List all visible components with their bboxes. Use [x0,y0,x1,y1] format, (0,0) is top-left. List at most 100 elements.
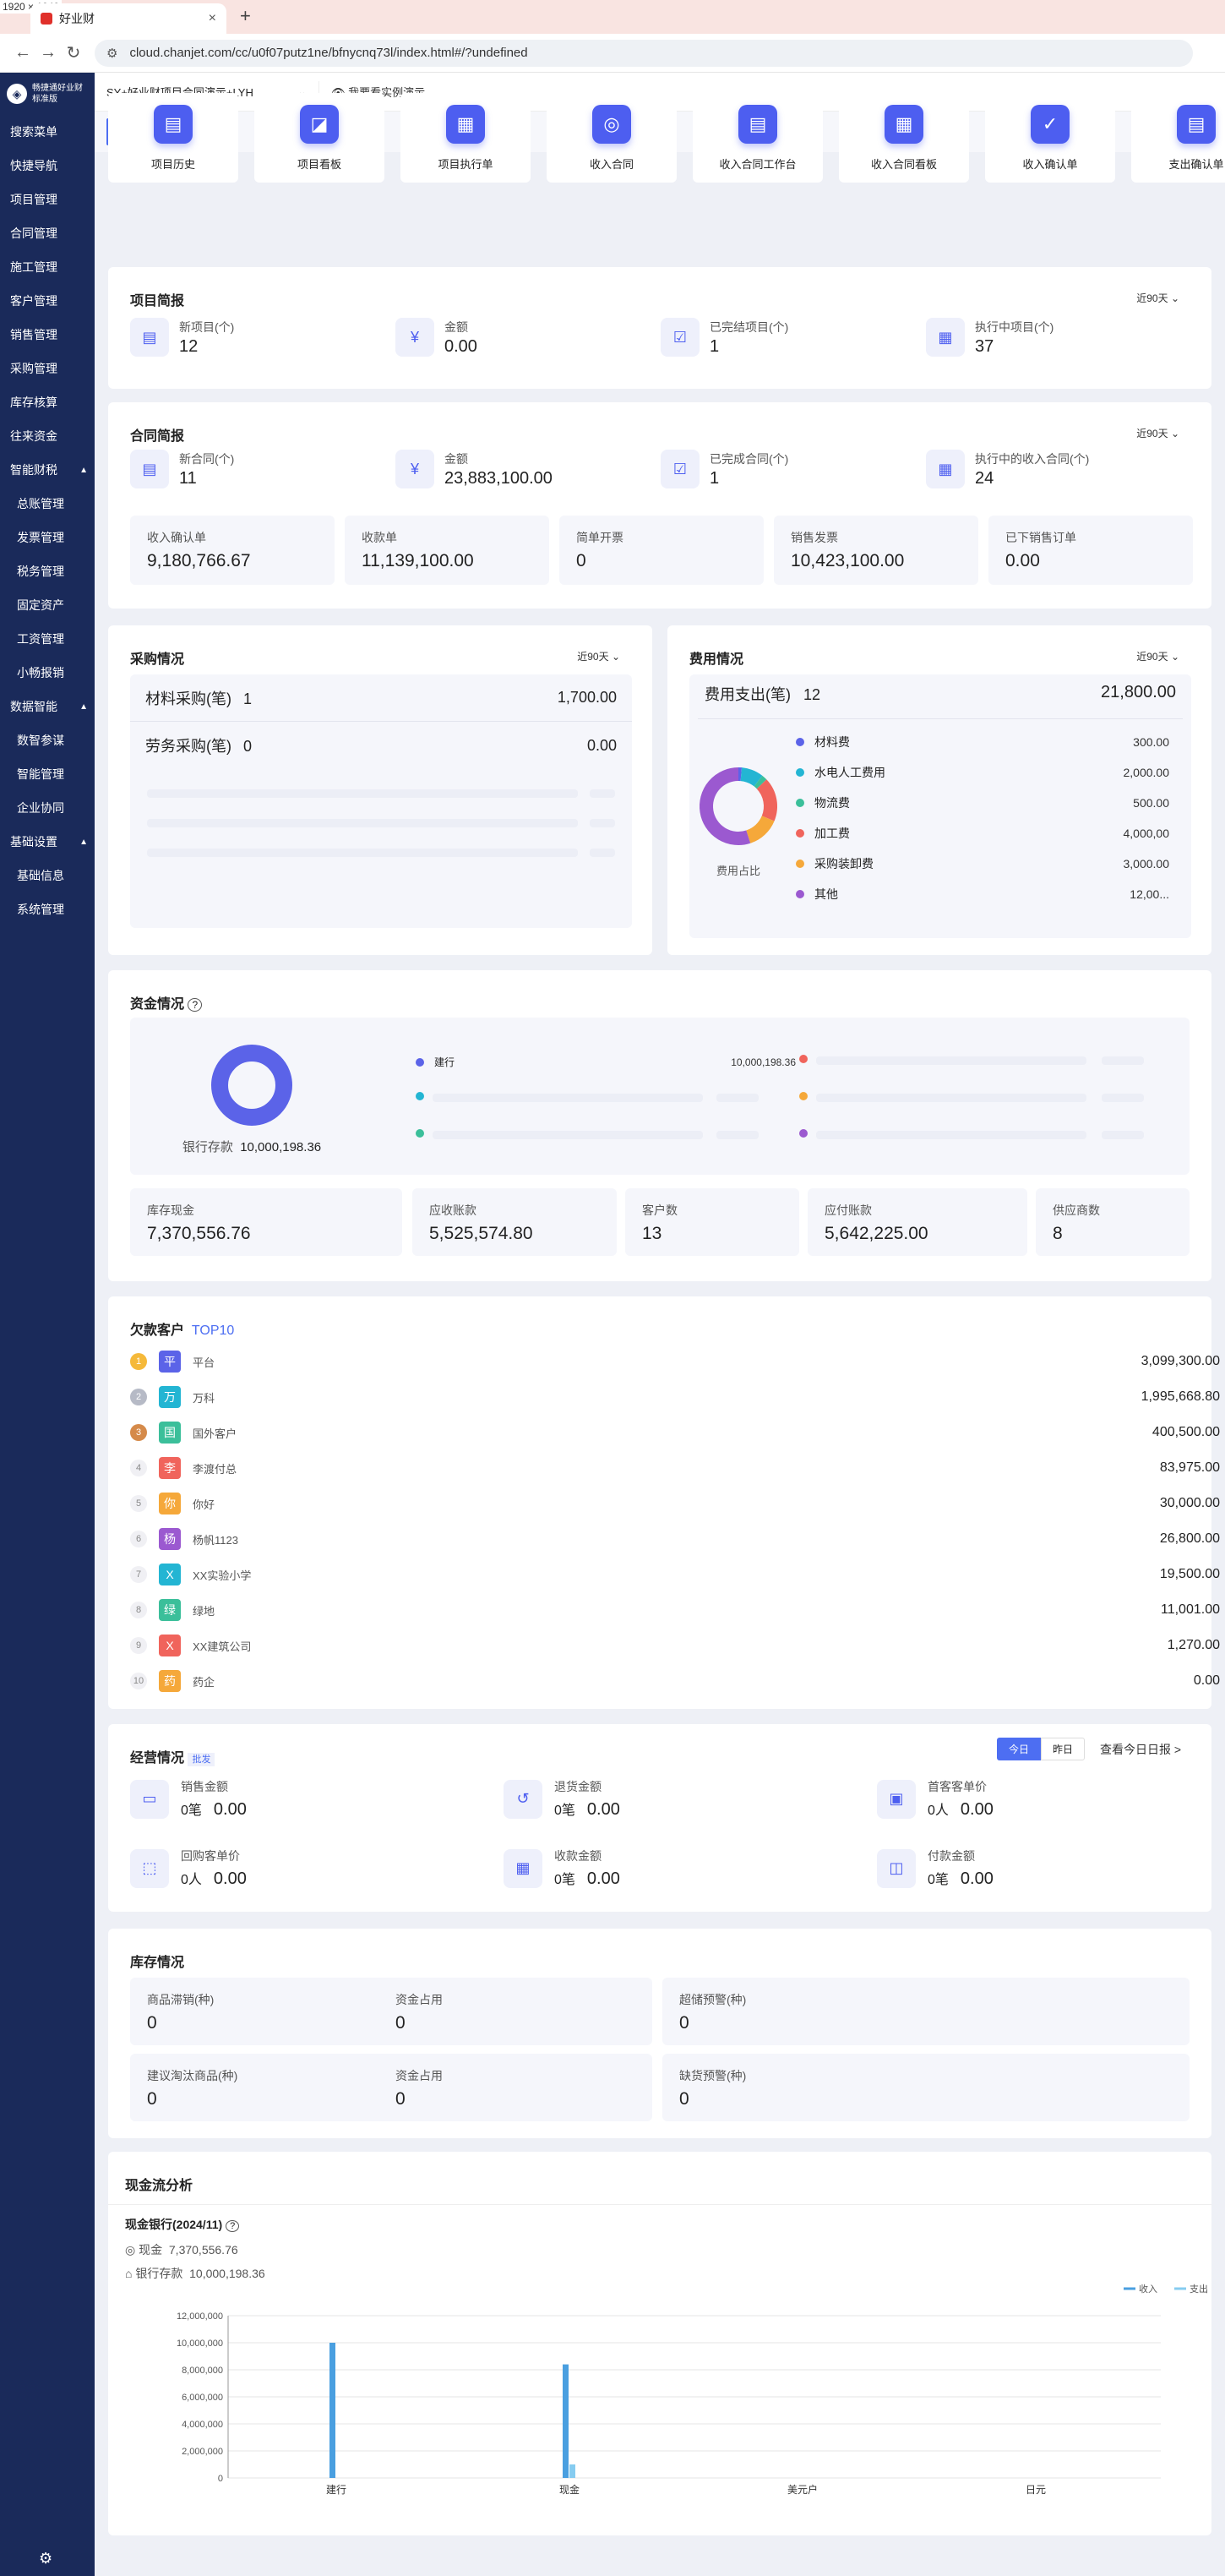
kpi-value: 23,883,100.00 [444,468,553,488]
sidebar-item-label: 合同管理 [10,226,57,240]
help-icon[interactable]: ? [188,998,203,1012]
quick-nav-item[interactable]: ▤ 项目历史 [108,93,238,183]
contract-range-select[interactable]: 近90天 ⌄ [1136,428,1179,439]
avatar: 药 [159,1670,181,1692]
list-item[interactable]: 5 你你好 30,000.00 [130,1486,1220,1521]
sidebar-item[interactable]: 施工管理 [0,250,95,284]
new-tab-icon[interactable]: + [240,5,251,26]
sidebar-item[interactable]: 税务管理 [0,554,95,588]
kpi-icon: ▦ [926,318,965,357]
bank-ring-label-text: 银行存款 [182,1140,233,1154]
funds-legend-item: 建行 10,000,198.36 [416,1055,906,1069]
operation-icon: ▣ [877,1779,916,1819]
list-item[interactable]: 8 绿绿地 11,001.00 [130,1592,1220,1628]
sidebar-item[interactable]: 发票管理 [0,521,95,554]
quick-nav-item[interactable]: ◪ 项目看板 [254,93,384,183]
reload-icon[interactable]: ↻ [66,44,81,63]
sidebar-item[interactable]: 客户管理 [0,284,95,318]
quick-nav-item[interactable]: ▤ 收入合同工作台 [693,93,823,183]
list-item[interactable]: 3 国国外客户 400,500.00 [130,1415,1220,1450]
sidebar-item[interactable]: 智能财税 ▲ [0,453,95,487]
kpi-icon: ▤ [130,450,169,488]
rank-badge: 5 [130,1495,147,1512]
site-info-icon[interactable]: ⚙ [106,46,118,61]
sidebar-item[interactable]: 快捷导航 [0,149,95,183]
operation-count: 0笔 [181,1804,202,1818]
sidebar-item[interactable]: 小畅报销 [0,656,95,690]
quick-nav-label: 收入确认单 [1022,157,1078,171]
kpi-value: 1 [710,468,720,488]
sidebar-item[interactable]: 合同管理 [0,216,95,250]
yesterday-button[interactable]: 昨日 [1041,1738,1086,1760]
address-bar[interactable]: ⚙ cloud.chanjet.com/cc/u0f07putz1ne/bfny… [95,39,1193,67]
purchase-range-select[interactable]: 近90天 ⌄ [577,651,620,663]
kpi-item: ¥ 金额 23,883,100.00 [395,450,553,488]
expense-range-select[interactable]: 近90天 ⌄ [1136,651,1179,663]
tab-title: 好业财 [59,12,95,25]
daily-report-link[interactable]: 查看今日日报 > [1100,1743,1182,1756]
sidebar-item[interactable]: 总账管理 [0,487,95,521]
sidebar-item[interactable]: 采购管理 [0,352,95,385]
kpi-value: 11 [179,468,197,488]
list-item[interactable]: 4 李李渡付总 83,975.00 [130,1450,1220,1486]
kpi-value: 37 [975,336,994,356]
sidebar-item[interactable]: 工资管理 [0,622,95,656]
contract-stat-box: 销售发票 10,423,100.00 [774,516,978,585]
y-tick-label: 0 [218,2474,223,2484]
sidebar-item[interactable]: 固定资产 [0,588,95,622]
sidebar-item[interactable]: 数据智能 ▲ [0,690,95,723]
purchase-row-count: 0 [243,738,253,755]
purchase-range-label: 近90天 [577,651,609,663]
kpi-label: 新项目(个) [179,319,235,334]
sidebar-item[interactable]: 往来资金 [0,419,95,453]
sidebar-item[interactable]: 数智参谋 [0,723,95,757]
gear-icon[interactable]: ⚙ [39,2550,53,2567]
quick-nav-label: 项目看板 [297,157,341,171]
quick-nav-item[interactable]: ▤ 支出确认单 [1131,93,1225,183]
kpi-value: 0.00 [444,336,477,356]
sidebar-item[interactable]: 企业协同 [0,791,95,825]
quick-nav-item[interactable]: ◎ 收入合同 [547,93,677,183]
sidebar-item[interactable]: 库存核算 [0,385,95,419]
list-item[interactable]: 7 X XX实验小学 19,500.00 [130,1557,1220,1592]
close-tab-icon[interactable]: × [208,11,216,25]
cash-value: 7,370,556.76 [168,2243,238,2257]
quick-nav-item[interactable]: ▦ 收入合同看板 [839,93,969,183]
customer-amount: 26,800.00 [1159,1531,1220,1546]
customer-name: 绿地 [193,1604,215,1618]
sidebar-item[interactable]: 智能管理 [0,757,95,791]
list-item[interactable]: 2 万万科 1,995,668.80 [130,1379,1220,1415]
bank-ring-chart [211,1045,292,1126]
back-icon[interactable]: ← [14,43,31,62]
list-item[interactable]: 10 药药企 0.00 [130,1663,1220,1699]
list-item[interactable]: 1 平平台 3,099,300.00 [130,1344,1220,1379]
funds-stat-box: 供应商数 8 [1036,1188,1190,1256]
funds-title: 资金情况 ? [130,992,203,1012]
browser-tab[interactable]: 好业财 × [30,3,226,34]
project-range-select[interactable]: 近90天 ⌄ [1136,292,1179,304]
browser-chrome: 1920 × 1040 好业财 × + ← → ↻ ⚙ cloud.chanje… [0,0,1225,73]
forward-icon[interactable]: → [40,43,57,62]
medal-icon: 2 [130,1389,147,1405]
sidebar-item[interactable]: 基础设置 ▲ [0,825,95,859]
kpi-label: 已完结项目(个) [710,319,789,334]
help-icon[interactable]: ? [226,2220,240,2232]
today-button[interactable]: 今日 [997,1738,1042,1760]
quick-nav-item[interactable]: ▦ 项目执行单 [400,93,531,183]
expense-title: 费用情况 [689,652,744,667]
sidebar-item[interactable]: 基础信息 [0,859,95,892]
sidebar-item[interactable]: 销售管理 [0,318,95,352]
quick-nav-item[interactable]: ✓ 收入确认单 [985,93,1115,183]
cash-line: ◎ 现金 7,370,556.76 [125,2243,238,2257]
stat-label: 商品滞销(种) [147,1993,215,2006]
expense-donut-chart [700,767,777,845]
sidebar-item[interactable]: 系统管理 [0,892,95,926]
y-tick-label: 12,000,000 [177,2311,223,2322]
sidebar-item[interactable]: 项目管理 [0,183,95,216]
day-toggle: 今日 昨日 [997,1738,1086,1760]
list-item[interactable]: 6 杨杨帆1123 26,800.00 [130,1521,1220,1557]
expense-slice [754,775,767,789]
x-tick-label: 日元 [1026,2484,1046,2496]
sidebar-item[interactable]: 搜索菜单 [0,115,95,149]
list-item[interactable]: 9 X XX建筑公司 1,270.00 [130,1628,1220,1663]
